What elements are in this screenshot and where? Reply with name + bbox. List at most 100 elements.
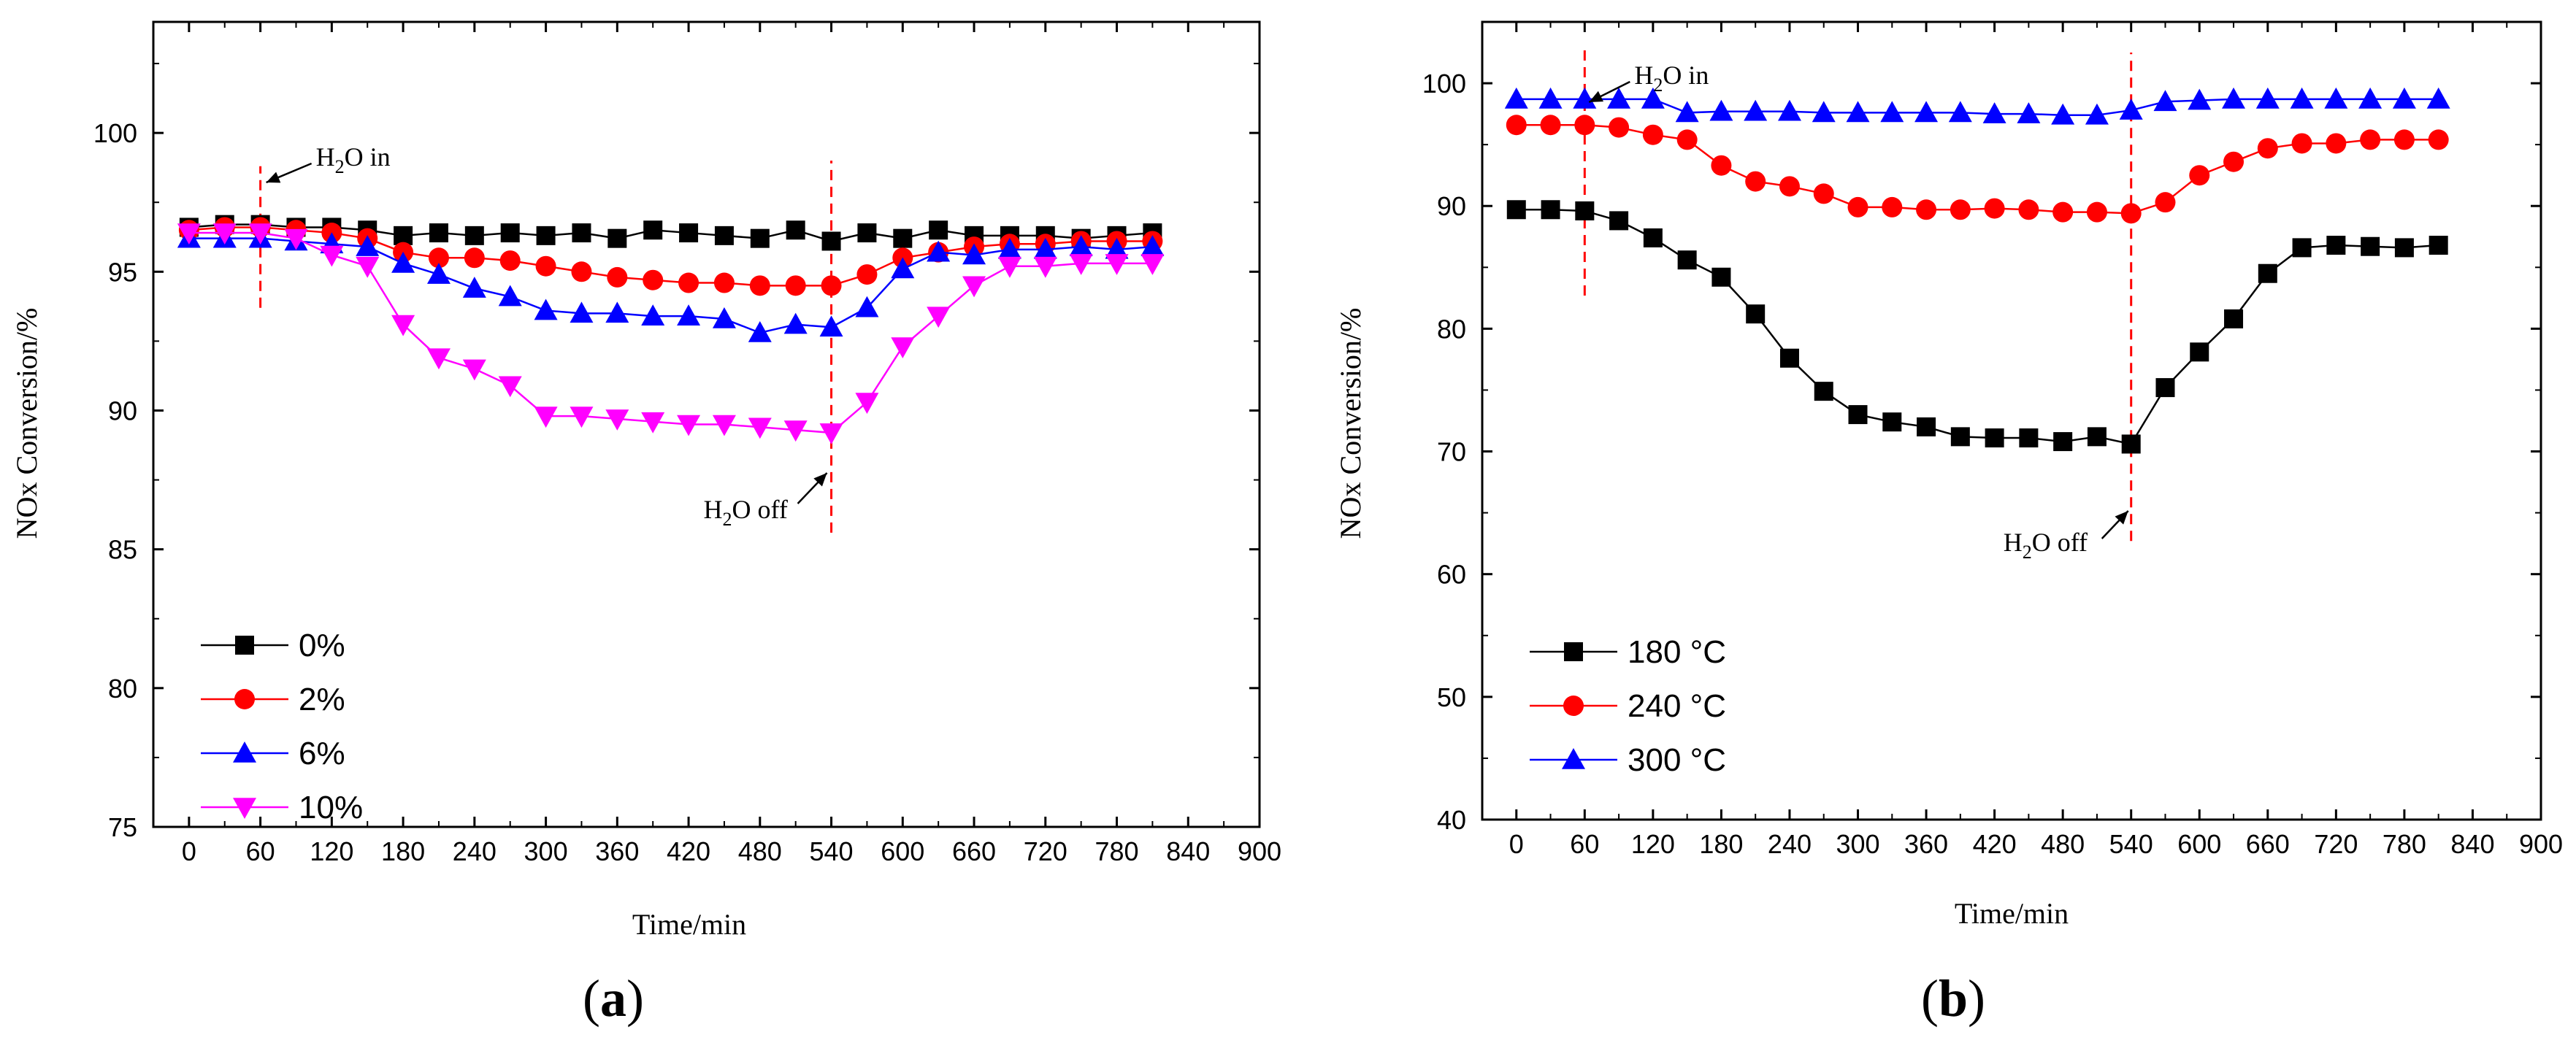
data-point xyxy=(1643,228,1663,247)
data-point xyxy=(819,423,843,444)
data-point xyxy=(2326,133,2347,154)
data-point xyxy=(1847,196,1868,217)
data-point xyxy=(2019,428,2039,448)
legend-item: 2% xyxy=(201,682,345,717)
arrow-head xyxy=(1589,90,1603,102)
series-line xyxy=(188,237,1153,334)
data-point xyxy=(605,409,629,431)
x-tick-label: 660 xyxy=(2246,829,2290,859)
legend-item: 240 °C xyxy=(1530,688,1726,724)
data-point xyxy=(499,250,521,271)
legend-label: 300 °C xyxy=(1628,742,1726,778)
data-point xyxy=(1105,254,1129,275)
data-point xyxy=(1676,129,1698,150)
data-point xyxy=(1746,304,1766,324)
x-tick-label: 420 xyxy=(1973,829,2017,859)
legend-marker xyxy=(1562,748,1585,769)
x-tick-label: 240 xyxy=(453,836,497,866)
data-point xyxy=(1745,171,1766,192)
data-point xyxy=(856,264,878,285)
data-point xyxy=(498,285,522,307)
data-point xyxy=(1984,198,2005,219)
data-point xyxy=(356,256,380,278)
x-tick-label: 540 xyxy=(810,836,854,866)
data-point xyxy=(2393,129,2415,150)
data-point xyxy=(2257,138,2278,159)
legend-marker xyxy=(1563,696,1584,716)
x-tick-label: 480 xyxy=(738,836,782,866)
x-tick-label: 540 xyxy=(2109,829,2153,859)
data-point xyxy=(428,247,449,269)
data-point xyxy=(2258,263,2277,283)
data-point xyxy=(2426,87,2450,109)
data-point xyxy=(927,240,951,262)
data-point xyxy=(2255,87,2280,109)
data-point xyxy=(1033,256,1057,278)
x-tick-label: 0 xyxy=(182,836,196,866)
data-point xyxy=(2188,88,2212,110)
data-point xyxy=(1573,87,1597,109)
data-point xyxy=(643,269,664,290)
legend-marker xyxy=(233,798,256,819)
data-point xyxy=(712,307,736,328)
y-tick-label: 90 xyxy=(1437,191,1466,221)
data-point xyxy=(1779,348,1799,368)
data-point xyxy=(2392,87,2416,109)
series-1 xyxy=(1506,200,2448,454)
data-point xyxy=(462,359,486,381)
x-tick-label: 840 xyxy=(1166,836,1210,866)
data-point xyxy=(1813,183,1834,204)
plot-frame xyxy=(152,20,1261,828)
legend-marker xyxy=(1564,642,1583,661)
data-point xyxy=(643,220,663,240)
data-point xyxy=(1069,235,1093,256)
x-tick-label: 720 xyxy=(2314,829,2358,859)
data-point xyxy=(821,275,842,296)
data-point xyxy=(2292,238,2312,258)
x-tick-label: 120 xyxy=(1631,829,1675,859)
x-tick-label: 180 xyxy=(1699,829,1743,859)
x-tick-label: 360 xyxy=(595,836,639,866)
data-point xyxy=(855,296,879,317)
data-point xyxy=(2291,133,2312,154)
data-point xyxy=(678,272,699,293)
data-point xyxy=(997,256,1021,278)
y-tick-label: 80 xyxy=(1437,314,1466,344)
data-point xyxy=(1916,199,1937,220)
data-point xyxy=(2018,199,2039,220)
data-point xyxy=(1609,117,1630,138)
series-line xyxy=(188,226,1153,287)
data-point xyxy=(570,407,594,428)
data-point xyxy=(570,301,594,323)
data-point xyxy=(2052,201,2074,223)
series-line xyxy=(1516,123,2439,215)
data-point xyxy=(284,228,308,250)
data-point xyxy=(1950,199,1971,220)
data-point xyxy=(2051,103,2075,125)
x-tick-label: 840 xyxy=(2450,829,2494,859)
data-point xyxy=(2360,129,2381,150)
data-point xyxy=(391,251,415,273)
y-tick-label: 90 xyxy=(108,396,137,425)
data-point xyxy=(749,275,770,296)
data-point xyxy=(2085,103,2109,125)
data-point xyxy=(1105,237,1129,259)
x-tick-label: 300 xyxy=(524,836,568,866)
data-point xyxy=(607,266,628,288)
x-tick-label: 900 xyxy=(2519,829,2563,859)
water-off-arrow xyxy=(2101,510,2129,539)
data-point xyxy=(821,231,841,251)
data-point xyxy=(212,223,237,245)
data-point xyxy=(1917,417,1936,436)
data-point xyxy=(1848,405,1868,425)
data-point xyxy=(498,376,522,398)
y-tick-label: 95 xyxy=(108,257,137,287)
data-point xyxy=(356,235,380,256)
data-point xyxy=(426,263,451,284)
data-point xyxy=(893,228,913,248)
data-point xyxy=(2324,87,2348,109)
data-point xyxy=(1846,101,1870,123)
data-point xyxy=(819,315,843,337)
data-point xyxy=(1574,115,1595,136)
data-point xyxy=(2086,201,2107,223)
